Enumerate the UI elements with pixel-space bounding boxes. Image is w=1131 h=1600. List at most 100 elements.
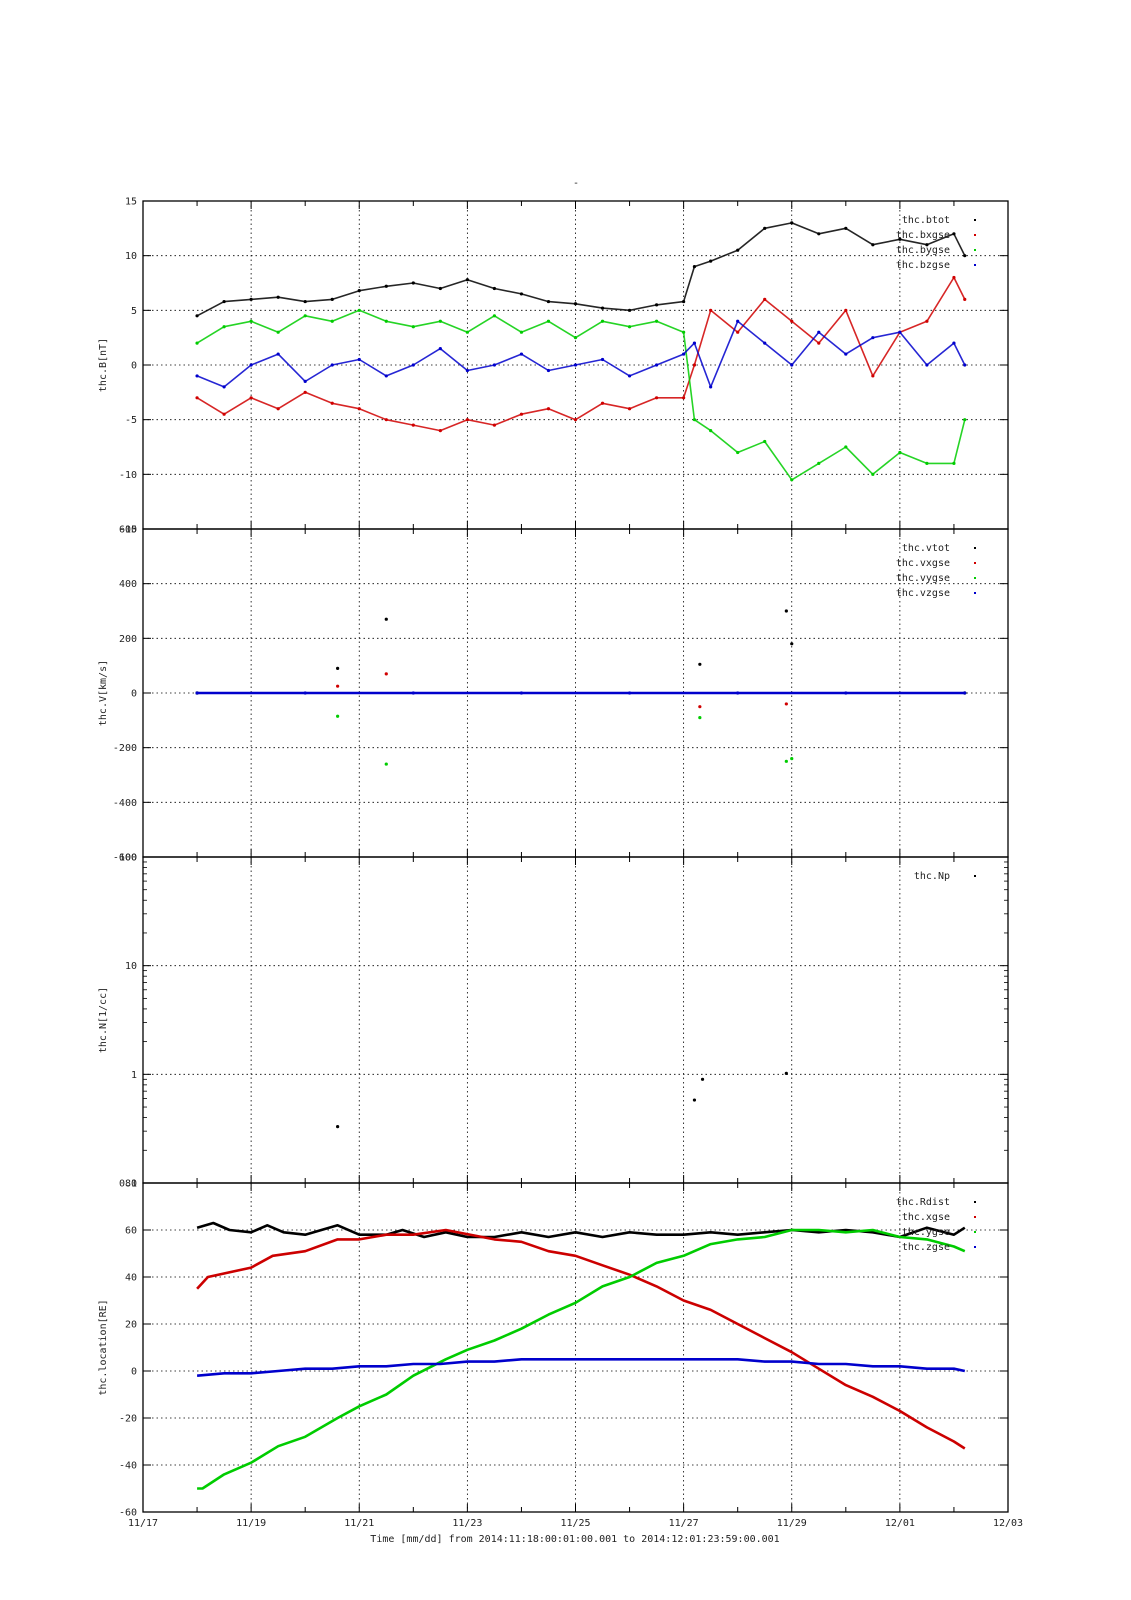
data-point: [736, 330, 740, 334]
data-point: [700, 1077, 705, 1081]
x-tick-label: 11/19: [236, 1518, 266, 1529]
data-point: [790, 642, 794, 646]
data-point: [492, 423, 497, 427]
data-point: [438, 319, 442, 323]
data-point: [698, 705, 702, 709]
data-point: [222, 412, 226, 416]
data-point: [963, 254, 967, 258]
data-point: [336, 714, 340, 718]
data-point: [627, 407, 632, 411]
y-tick-label: 400: [119, 579, 137, 590]
data-point: [384, 319, 388, 323]
data-point: [492, 286, 497, 291]
series-thc.vtot: [195, 609, 967, 695]
data-point: [736, 450, 740, 455]
legend-label: thc.bxgse: [896, 230, 950, 241]
data-point: [546, 319, 551, 323]
data-point: [925, 319, 929, 323]
legend-marker: [974, 264, 976, 266]
data-point: [330, 363, 334, 367]
y-tick-label: 200: [119, 634, 137, 645]
data-point: [871, 243, 875, 247]
data-point: [736, 248, 740, 252]
y-tick-label: 0.1: [119, 1179, 137, 1190]
data-point: [692, 1098, 697, 1102]
data-point: [438, 429, 442, 433]
data-point: [627, 325, 632, 329]
data-point: [817, 461, 821, 465]
x-tick-label: 11/29: [777, 1518, 807, 1529]
series-thc.zgse: [196, 1358, 966, 1377]
data-point: [682, 396, 686, 400]
series-thc.bxgse: [195, 275, 967, 433]
y-tick-label: -200: [113, 743, 137, 754]
data-point: [465, 418, 469, 422]
data-point: [546, 407, 551, 411]
y-tick-label: 20: [125, 1320, 137, 1331]
y-tick-label: 15: [125, 197, 137, 208]
legend-label: thc.bygse: [896, 245, 950, 256]
legend-marker: [974, 592, 976, 594]
x-tick-label: 11/23: [452, 1518, 482, 1529]
data-point: [249, 297, 253, 301]
legend-marker: [974, 577, 976, 579]
data-point: [195, 314, 199, 318]
data-point: [546, 368, 551, 373]
data-point: [844, 691, 848, 695]
legend-marker: [974, 562, 976, 564]
data-point: [627, 374, 632, 378]
panel-1: 15 10 5 0 -5 -10 -15 thc.B[nT] thc.btot thc.bxgse…: [98, 197, 1009, 536]
y-tick-label: -40: [119, 1461, 137, 1472]
series-thc.xgse: [196, 1228, 966, 1450]
series-line: [196, 320, 966, 388]
data-point: [411, 281, 415, 285]
data-point: [195, 341, 199, 345]
data-point: [654, 319, 659, 323]
data-point: [276, 295, 280, 299]
data-point: [384, 672, 388, 676]
data-point: [692, 363, 697, 367]
data-point: [963, 691, 967, 695]
data-point: [871, 472, 875, 476]
data-point: [303, 314, 307, 318]
series-thc.ygse: [197, 1228, 966, 1490]
legend-label: thc.vxgse: [896, 558, 950, 569]
data-point: [963, 363, 967, 367]
data-point: [249, 396, 253, 400]
x-axis-title: Time [mm/dd] from 2014:11:18:00:01:00.00…: [370, 1534, 779, 1545]
y-tick-label: 600: [119, 525, 137, 536]
data-point: [784, 702, 788, 706]
data-point: [952, 275, 956, 280]
data-point: [276, 330, 280, 334]
legend-marker: [974, 1216, 976, 1218]
data-point: [330, 401, 334, 405]
legend-label: thc.vzgse: [896, 588, 950, 599]
data-point: [871, 374, 875, 378]
x-tick-label: 11/25: [560, 1518, 590, 1529]
legend-marker: [974, 219, 976, 221]
y-tick-label: 80: [125, 1179, 137, 1190]
data-point: [336, 666, 340, 671]
data-point: [573, 336, 578, 340]
series-thc.bygse: [195, 308, 967, 482]
series-line: [197, 1228, 966, 1490]
data-point: [763, 439, 767, 444]
data-point: [817, 232, 821, 236]
data-point: [384, 418, 388, 422]
data-point: [952, 341, 956, 345]
legend-marker: [974, 249, 976, 251]
series-line: [196, 1358, 966, 1377]
y-tick-label: 0: [131, 1367, 137, 1378]
data-point: [330, 319, 334, 323]
data-point: [600, 306, 605, 310]
data-point: [817, 330, 821, 334]
data-point: [698, 716, 702, 720]
data-point: [303, 379, 307, 383]
y-axis-label: thc.N[1/cc]: [98, 987, 109, 1053]
data-point: [898, 237, 902, 241]
y-tick-label: -10: [119, 470, 137, 481]
data-point: [411, 363, 415, 367]
data-point: [790, 319, 794, 323]
legend-marker: [974, 1201, 976, 1203]
